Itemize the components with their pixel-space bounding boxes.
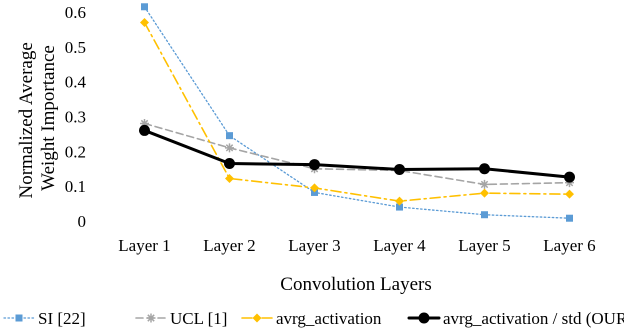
series-3-point-2 — [309, 159, 320, 171]
legend: SI [22] UCL [1] avrg_activation avrg_activa… — [3, 309, 624, 328]
legend-swatch-marker-2 — [252, 313, 262, 323]
series-3-point-0 — [139, 124, 150, 136]
series-2-point-0 — [140, 17, 149, 27]
series-0-point-5 — [566, 214, 573, 222]
legend-item-2: avrg_activation — [241, 309, 382, 328]
x-axis-title: Convolution Layers — [280, 274, 431, 295]
series-3-point-3 — [394, 163, 405, 175]
series-1-point-0 — [140, 118, 149, 128]
y-tick-label-2: 0.2 — [65, 142, 86, 161]
y-axis-ticks: 0 0.1 0.2 0.3 0.4 0.5 0.6 — [65, 3, 87, 231]
x-axis-ticks: Layer 1 Layer 2 Layer 3 Layer 4 Layer 5 Layer… — [118, 236, 595, 255]
series-line-0 — [143, 6, 571, 219]
y-tick-label-5: 0.5 — [65, 38, 86, 57]
series-line-3 — [143, 128, 571, 179]
legend-label-1: UCL [1] — [170, 309, 227, 328]
legend-item-3: avrg_activation / std (OURS) — [407, 309, 624, 328]
series-1-point-4 — [480, 179, 489, 189]
series-3-point-1 — [224, 158, 235, 170]
series-2 — [140, 17, 574, 206]
x-tick-label-4: Layer 5 — [458, 236, 510, 255]
y-tick-label-1: 0.1 — [65, 177, 86, 196]
y-tick-label-6: 0.6 — [65, 3, 86, 22]
series-1-point-5 — [565, 178, 574, 188]
series-0-point-1 — [226, 132, 233, 140]
series-2-point-1 — [225, 174, 234, 184]
series-2-point-2 — [310, 183, 319, 193]
y-axis-title-line-2: Weight Importance — [38, 45, 59, 191]
series-line-2 — [143, 21, 571, 202]
y-tick-label-3: 0.3 — [65, 108, 86, 127]
series-0-point-0 — [141, 3, 148, 11]
series-0 — [141, 3, 573, 222]
legend-label-3: avrg_activation / std (OURS) — [443, 309, 624, 328]
x-tick-label-1: Layer 2 — [203, 236, 255, 255]
legend-swatch-marker-0 — [15, 314, 23, 322]
series-2-point-5 — [565, 189, 574, 199]
series-0-point-3 — [396, 203, 403, 211]
legend-item-0: SI [22] — [3, 309, 86, 328]
y-tick-label-4: 0.4 — [65, 73, 87, 92]
y-axis-title-line-1: Normalized Average — [16, 42, 37, 198]
y-tick-label-0: 0 — [78, 212, 87, 231]
legend-label-0: SI [22] — [38, 309, 86, 328]
series-0-point-2 — [311, 188, 318, 196]
x-tick-label-5: Layer 6 — [543, 236, 595, 255]
series-0-point-4 — [481, 211, 488, 219]
series-1-point-1 — [225, 143, 234, 153]
legend-label-2: avrg_activation — [276, 309, 382, 328]
series-layer — [139, 3, 575, 222]
y-axis-title: Normalized Average Weight Importance — [16, 37, 59, 198]
series-line-1 — [143, 122, 571, 186]
series-2-point-3 — [395, 196, 404, 206]
x-tick-label-3: Layer 4 — [373, 236, 426, 255]
x-tick-label-0: Layer 1 — [118, 236, 170, 255]
legend-swatch-marker-1 — [146, 313, 156, 323]
series-2-point-4 — [480, 188, 489, 198]
series-3-point-5 — [564, 171, 575, 183]
legend-swatch-marker-3 — [418, 312, 430, 324]
legend-item-1: UCL [1] — [135, 309, 227, 328]
x-tick-label-2: Layer 3 — [288, 236, 340, 255]
series-3 — [139, 124, 575, 183]
series-3-point-4 — [479, 163, 490, 175]
